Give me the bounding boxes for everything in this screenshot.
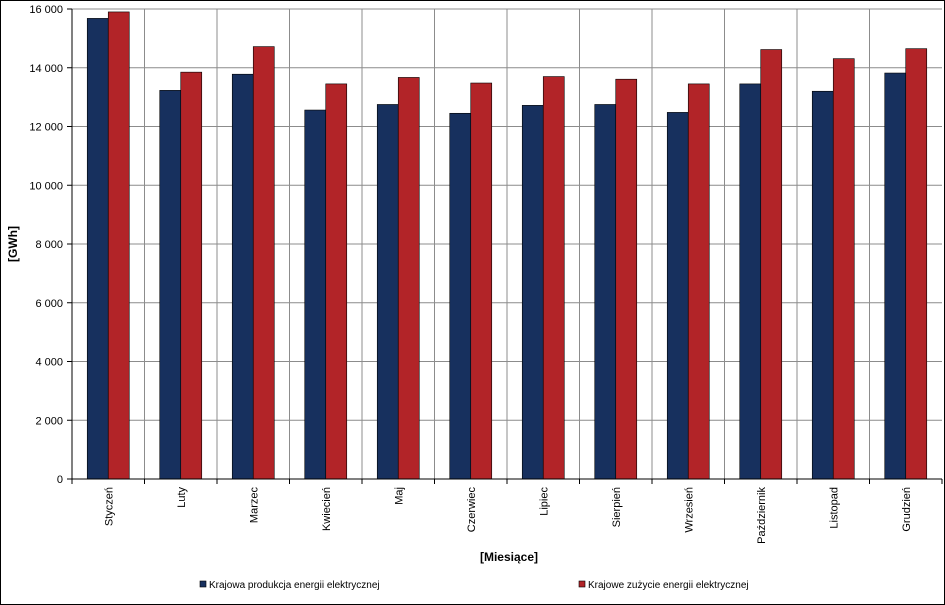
legend-label-production: Krajowa produkcja energii elektrycznej [209,580,380,591]
y-tick-label: 6 000 [35,298,63,310]
bar-production [811,90,834,480]
y-tick-label: 0 [57,474,63,486]
x-axis-title: [Miesiące] [480,550,538,564]
bar-production [159,90,182,480]
bar-consumption [470,82,493,480]
bar-production [86,18,109,480]
x-tick-label: Czerwiec [466,487,478,533]
y-tick-label: 12 000 [29,122,63,134]
bar-consumption [397,77,420,480]
bar-consumption [760,49,783,480]
bar-production [521,105,544,480]
bar-consumption [832,58,855,480]
y-tick-label: 10 000 [29,180,63,192]
labels-layer: 0 2 000 4 000 6 000 8 000 10 000 12 000 14 000 1… [29,4,912,544]
bar-consumption [615,78,638,480]
legend-swatch-consumption [578,580,586,588]
bar-consumption [687,83,710,480]
bar-production [304,109,327,480]
bar-production [594,104,617,480]
y-tick-label: 16 000 [29,4,63,16]
bar-production [884,72,907,480]
bars-layer [86,11,928,480]
x-tick-label: Sierpień [611,487,623,527]
bar-production [739,83,762,480]
bar-production [231,73,254,480]
x-tick-label: Kwiecień [321,487,333,531]
bar-production [449,112,472,480]
x-tick-label: Maj [393,487,405,505]
bar-consumption [180,71,203,480]
legend: Krajowa produkcja energii elektrycznej Kr… [199,580,749,591]
y-tick-label: 4 000 [35,357,63,369]
y-axis-title: [GWh] [6,226,20,262]
bar-production [376,104,399,480]
bar-consumption [252,46,275,480]
x-tick-label: Luty [176,487,188,508]
bar-consumption [905,48,928,480]
x-tick-label: Styczeń [103,487,115,526]
x-tick-label: Marzec [248,487,260,524]
bar-consumption [325,83,348,480]
bar-production [666,112,689,480]
x-tick-label: Październik [756,487,768,544]
bar-consumption [542,76,565,480]
y-tick-label: 8 000 [35,239,63,251]
grid-layer [72,8,942,479]
x-tick-label: Lipiec [538,487,550,516]
legend-swatch-production [199,580,207,588]
x-tick-label: Listopad [828,487,840,529]
legend-label-consumption: Krajowe zużycie energii elektrycznej [588,580,749,591]
y-tick-label: 2 000 [35,415,63,427]
x-tick-label: Grudzień [901,487,913,532]
bar-consumption [107,11,130,480]
y-tick-label: 14 000 [29,63,63,75]
axes-layer [67,8,943,484]
x-tick-label: Wrzesień [683,487,695,533]
